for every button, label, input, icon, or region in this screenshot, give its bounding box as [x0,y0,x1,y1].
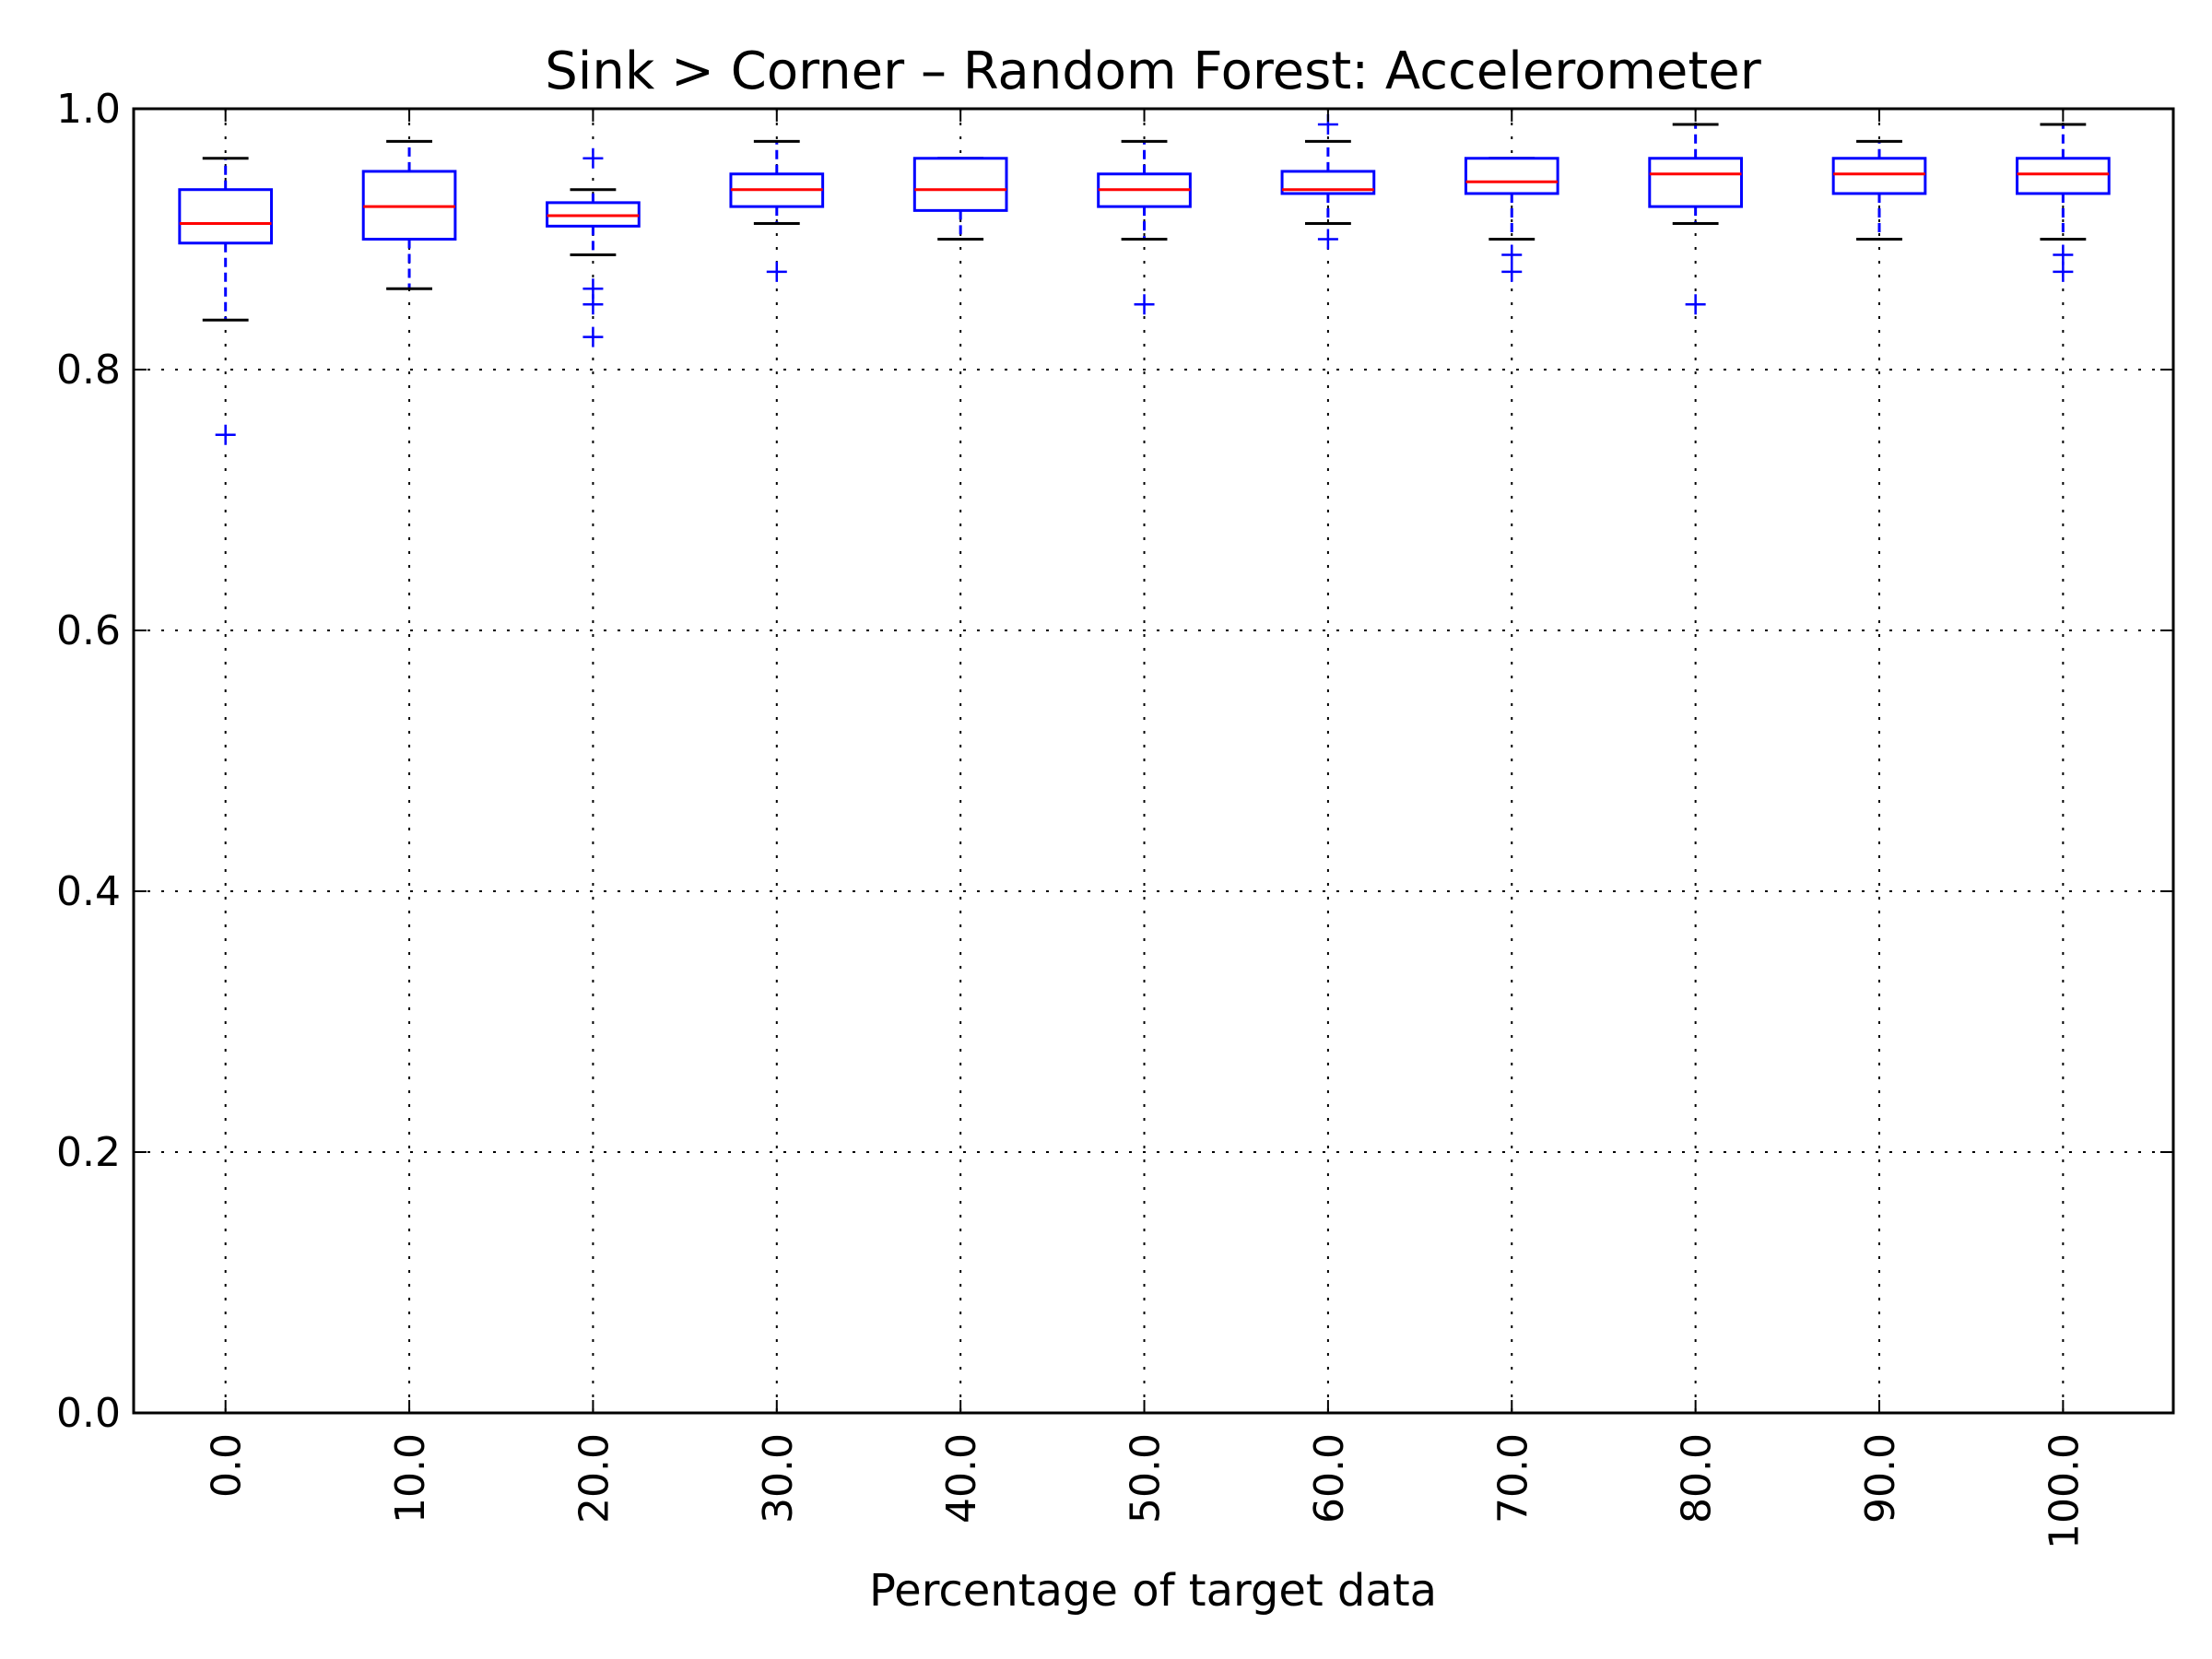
y-tick-label: 0.6 [56,607,121,654]
box-plot-30.0 [729,139,825,282]
x-tick-label: 10.0 [387,1433,434,1524]
y-tick-label: 1.0 [56,86,121,133]
iqr-box [178,188,274,245]
x-tick-label: 90.0 [1857,1433,1904,1524]
y-tick-label: 0.0 [56,1390,121,1437]
box-plot-90.0 [1831,139,1927,241]
outlier-marker [215,424,236,445]
box-plot-40.0 [912,157,1008,241]
y-tick-label: 0.4 [56,868,121,915]
y-tick-label: 0.2 [56,1129,121,1176]
x-tick-label: 50.0 [1123,1433,1170,1524]
x-tick-label: 0.0 [204,1433,251,1498]
outlier-marker [582,326,604,347]
box-plot-70.0 [1464,157,1559,282]
x-tick-label: 30.0 [755,1433,802,1524]
iqr-box [1831,157,1927,195]
outlier-marker [582,147,604,169]
x-tick-label: 20.0 [571,1433,618,1524]
box-plot-0.0 [178,157,274,445]
outlier-marker [1134,294,1155,315]
box-plot-10.0 [361,139,457,290]
outlier-marker [582,294,604,315]
chart-title: Sink > Corner – Random Forest: Accelerom… [545,41,1762,101]
box-plot-80.0 [1648,123,1743,315]
x-tick-label: 100.0 [2041,1433,2088,1549]
iqr-box [1464,157,1559,195]
outlier-marker [1685,294,1706,315]
x-tick-label: 40.0 [938,1433,985,1524]
x-tick-label: 80.0 [1674,1433,1721,1524]
iqr-box [1648,157,1743,208]
box-plot-100.0 [2016,123,2111,282]
outlier-marker [2053,261,2074,282]
x-axis-label: Percentage of target data [869,1565,1437,1617]
outlier-marker [766,261,787,282]
iqr-box [2016,157,2111,195]
boxes-layer [178,113,2111,445]
box-plot-60.0 [1280,113,1376,250]
box-plot-20.0 [546,147,641,347]
grid-lines [134,109,2173,1413]
axis-ticks: 0.0 0.2 0.4 0.6 0.8 1.0 0.0 10.0 20.0 30.0 40.0 50.… [56,86,2173,1549]
x-tick-label: 60.0 [1306,1433,1353,1524]
plot-area-frame [132,107,2175,1415]
outlier-marker [1501,244,1523,265]
box-plot-50.0 [1097,139,1192,315]
outlier-marker [1501,261,1523,282]
x-tick-label: 70.0 [1489,1433,1536,1524]
iqr-box [912,157,1008,212]
y-tick-label: 0.8 [56,347,121,394]
outlier-marker [1317,229,1338,250]
outlier-marker [2053,244,2074,265]
